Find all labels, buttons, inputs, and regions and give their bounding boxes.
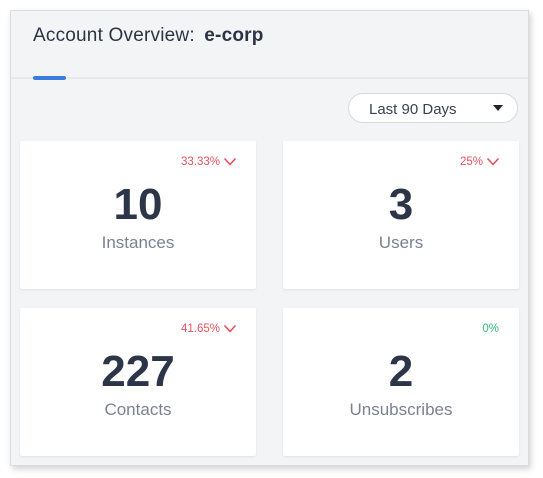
tab-strip [11, 77, 528, 79]
chevron-down-icon [224, 158, 236, 166]
page-title-prefix: Account Overview: [33, 25, 195, 46]
change-value: 41.65% [180, 323, 220, 335]
metric-label: Users [378, 233, 424, 252]
metric-card-instances[interactable]: 33.33% 10 Instances [20, 141, 256, 289]
org-name: e-corp [204, 25, 264, 46]
change-indicator: 25% [460, 156, 499, 168]
metric-value: 3 [388, 180, 414, 229]
date-range-value: Last 90 Days [369, 101, 457, 118]
account-overview-panel: Account Overview: e-corp Last 90 Days 33… [10, 10, 529, 466]
active-tab-indicator[interactable] [33, 76, 66, 80]
page-title: Account Overview: e-corp [33, 25, 264, 47]
metric-label: Unsubscribes [349, 400, 453, 419]
chevron-down-icon [224, 325, 236, 333]
metric-card-users[interactable]: 25% 3 Users [283, 141, 519, 289]
metric-card-unsubscribes[interactable]: 0% 2 Unsubscribes [283, 308, 519, 456]
change-value: 0% [482, 323, 499, 335]
change-value: 33.33% [180, 156, 220, 168]
chevron-down-icon [487, 158, 499, 166]
metric-label: Instances [101, 233, 175, 252]
caret-down-icon [493, 105, 503, 111]
change-indicator: 0% [482, 323, 499, 335]
date-range-select[interactable]: Last 90 Days [348, 93, 518, 123]
metric-value: 2 [388, 347, 414, 396]
metric-value: 227 [101, 347, 175, 396]
change-value: 25% [459, 156, 483, 168]
metric-label: Contacts [104, 400, 172, 419]
change-indicator: 41.65% [181, 323, 236, 335]
metric-card-contacts[interactable]: 41.65% 227 Contacts [20, 308, 256, 456]
change-indicator: 33.33% [181, 156, 236, 168]
metric-value: 10 [113, 180, 163, 229]
